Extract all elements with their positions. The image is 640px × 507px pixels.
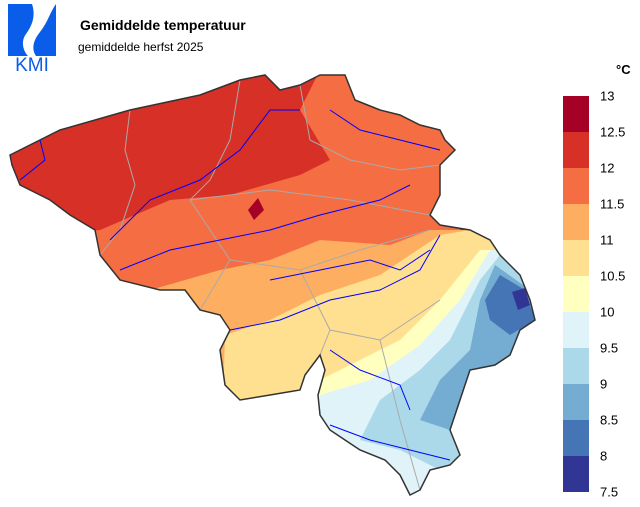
temperature-map	[9, 74, 536, 496]
legend-band	[563, 312, 589, 348]
svg-text:KMI: KMI	[15, 55, 49, 72]
legend-band	[563, 420, 589, 456]
legend-unit: °C	[616, 62, 631, 77]
legend-band	[563, 240, 589, 276]
zone-12.5-13	[248, 198, 264, 220]
zone-7.5-8	[512, 288, 530, 310]
legend-label: 8.5	[600, 412, 619, 428]
legend-label: 7.5	[600, 484, 619, 500]
legend-band	[563, 96, 589, 132]
legend-band	[563, 168, 589, 204]
legend-band	[563, 384, 589, 420]
legend-label: 11.5	[600, 196, 625, 212]
legend-label: 10	[600, 304, 615, 320]
map-subtitle: gemiddelde herfst 2025	[78, 40, 204, 54]
legend-label: 10.5	[600, 268, 626, 284]
legend-label: 13	[600, 88, 615, 104]
legend-label: 12	[600, 160, 615, 176]
legend-band	[563, 204, 589, 240]
province-borders	[99, 79, 441, 491]
legend-label: 11	[600, 232, 614, 248]
kmi-logo: KMI	[8, 4, 56, 72]
legend-band	[563, 276, 589, 312]
legend-label: 9	[600, 376, 608, 392]
color-legend	[563, 96, 589, 492]
map-title: Gemiddelde temperatuur	[80, 17, 246, 33]
legend-band	[563, 348, 589, 384]
legend-label: 12.5	[600, 124, 626, 140]
legend-label: 9.5	[600, 340, 619, 356]
legend-band	[563, 456, 589, 492]
legend-label: 8	[600, 448, 608, 464]
legend-band	[563, 132, 589, 168]
rivers	[19, 109, 451, 461]
